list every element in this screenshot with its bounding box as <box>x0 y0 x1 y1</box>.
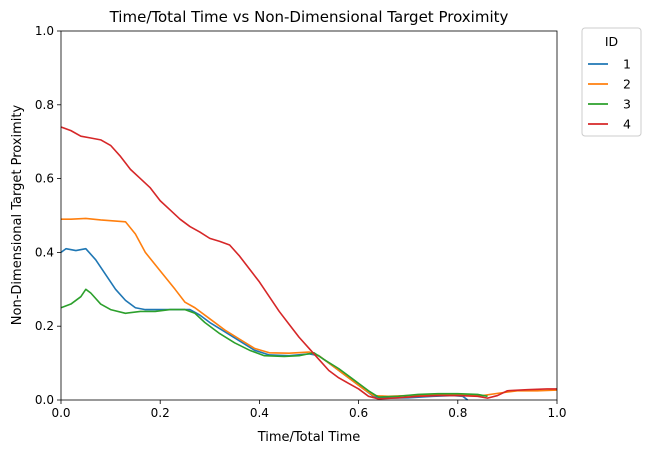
x-tick-label: 0.2 <box>151 406 170 420</box>
legend-label-3: 3 <box>623 97 631 112</box>
x-tick-label: 0.0 <box>51 406 70 420</box>
y-tick-label: 0.8 <box>35 98 54 112</box>
series-line-1 <box>60 247 469 401</box>
x-tick-label: 0.8 <box>448 406 467 420</box>
y-axis-label: Non-Dimensional Target Proximity <box>10 105 25 326</box>
x-axis-label: Time/Total Time <box>257 430 361 445</box>
legend-label-2: 2 <box>623 77 631 92</box>
series-line-3 <box>60 288 488 398</box>
x-tick-label: 0.6 <box>349 406 368 420</box>
x-tick-label: 0.4 <box>250 406 269 420</box>
series-layer <box>60 126 558 401</box>
y-tick-label: 0.0 <box>35 393 54 407</box>
legend-label-1: 1 <box>623 57 631 72</box>
series-line-4 <box>60 126 557 400</box>
y-tick-label: 0.2 <box>35 319 54 333</box>
y-tick-label: 1.0 <box>35 24 54 38</box>
legend: ID 1 2 3 4 <box>581 27 642 137</box>
y-tick-label: 0.6 <box>35 172 54 186</box>
x-tick-label: 1.0 <box>547 406 566 420</box>
plot-frame <box>60 30 558 401</box>
legend-title: ID <box>605 34 618 49</box>
chart-title: Time/Total Time vs Non-Dimensional Targe… <box>109 8 509 26</box>
legend-label-4: 4 <box>623 117 631 132</box>
legend-box <box>581 27 642 137</box>
y-tick-label: 0.4 <box>35 245 54 259</box>
axes-layer: 0.0 0.2 0.4 0.6 0.8 1.0 0.0 0.2 0.4 0.6 0.8 1.0 <box>35 24 567 420</box>
